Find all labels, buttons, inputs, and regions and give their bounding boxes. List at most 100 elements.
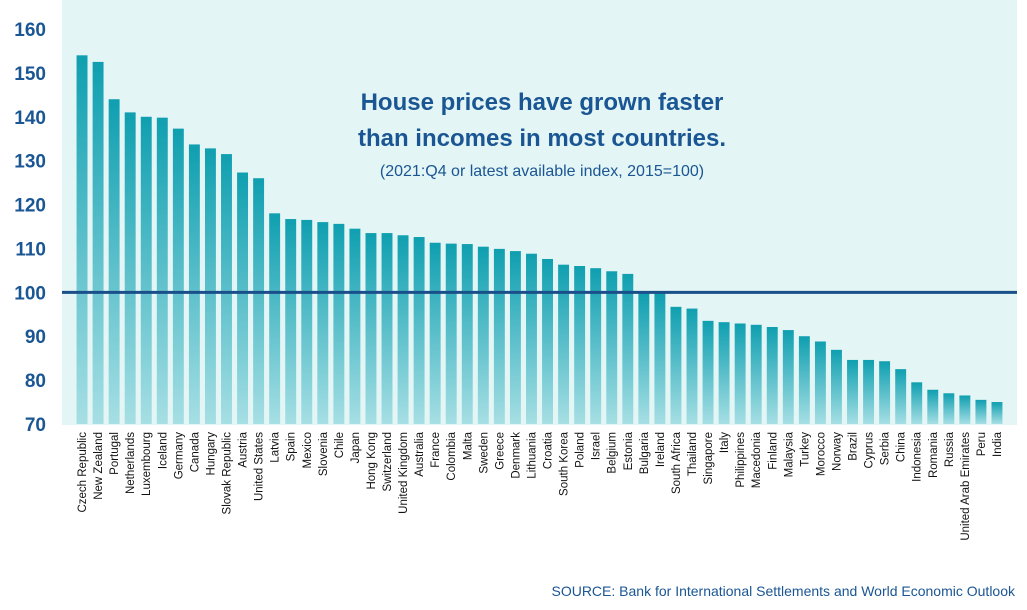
x-tick-label: Norway — [831, 432, 843, 471]
x-tick-label: India — [992, 431, 1004, 457]
bar-malta — [461, 244, 473, 424]
bar-colombia — [445, 243, 457, 424]
bar-series — [76, 55, 1003, 425]
bar-australia — [413, 237, 425, 424]
y-tick-label: 80 — [25, 371, 46, 392]
bar-lithuania — [526, 253, 537, 424]
bar-morocco — [814, 341, 826, 424]
x-tick-label: Turkey — [799, 432, 811, 467]
x-tick-label: Portugal — [109, 432, 121, 475]
x-tick-label: South Korea — [559, 431, 571, 496]
chart-title-line-2: than incomes in most countries. — [357, 125, 727, 152]
bar-poland — [574, 266, 586, 424]
y-tick-label: 160 — [14, 20, 46, 41]
source-note: SOURCE: Bank for International Settlemen… — [551, 583, 1015, 599]
x-tick-label: Luxembourg — [141, 432, 153, 496]
x-tick-label: Morocco — [815, 432, 827, 476]
bar-netherlands — [124, 112, 136, 424]
bar-romania — [927, 389, 939, 424]
x-tick-label: Indonesia — [912, 431, 924, 481]
x-tick-label: United States — [254, 432, 266, 501]
bar-norway — [831, 349, 842, 424]
x-tick-label: Canada — [189, 431, 201, 472]
x-tick-label: China — [896, 431, 908, 462]
bar-italy — [718, 322, 730, 424]
x-tick-label: France — [430, 432, 442, 468]
bar-thailand — [686, 308, 698, 424]
x-tick-label: Bulgaria — [639, 431, 651, 474]
bar-slovenia — [317, 222, 329, 424]
x-tick-label: Denmark — [510, 432, 522, 479]
y-tick-label: 70 — [25, 415, 46, 436]
x-tick-label: New Zealand — [93, 432, 105, 500]
bar-luxembourg — [140, 116, 152, 424]
bar-peru — [975, 399, 987, 424]
x-tick-label: Switzerland — [382, 432, 394, 491]
bar-austria — [237, 172, 249, 424]
bar-iceland — [156, 117, 168, 424]
x-tick-label: Brazil — [848, 432, 860, 461]
bar-greece — [493, 248, 505, 424]
y-tick-label: 120 — [14, 196, 46, 217]
x-tick-label: Israel — [591, 432, 603, 460]
bar-france — [429, 242, 441, 424]
x-tick-label: Japan — [350, 432, 362, 463]
bar-brazil — [847, 359, 858, 424]
x-tick-label: Croatia — [543, 431, 555, 469]
y-tick-label: 130 — [14, 152, 46, 173]
bar-mexico — [301, 219, 313, 424]
bar-finland — [766, 327, 778, 424]
bar-cyprus — [863, 359, 875, 424]
x-tick-label: Spain — [286, 432, 298, 461]
bar-russia — [943, 393, 955, 424]
bar-germany — [172, 128, 184, 424]
x-tick-label: Russia — [944, 431, 956, 467]
bar-belgium — [606, 271, 618, 424]
bar-indonesia — [911, 382, 923, 424]
x-tick-label: Latvia — [270, 431, 282, 462]
x-tick-label: Chile — [334, 432, 346, 458]
bar-south-africa — [670, 306, 682, 424]
bar-hong-kong — [365, 233, 377, 424]
bar-singapore — [702, 320, 714, 424]
x-tick-label: Slovenia — [318, 431, 330, 476]
x-tick-label: Malta — [462, 431, 474, 460]
x-tick-label: Hungary — [205, 432, 217, 476]
bar-united-kingdom — [397, 235, 409, 424]
bar-south-korea — [558, 264, 570, 424]
bar-switzerland — [381, 233, 393, 424]
x-tick-label: Thailand — [687, 432, 699, 476]
x-tick-label: Singapore — [703, 432, 715, 484]
x-tick-label: Peru — [976, 432, 988, 456]
bar-estonia — [622, 273, 634, 424]
bar-czech-republic — [76, 55, 88, 424]
x-tick-label: Serbia — [880, 431, 892, 465]
bar-sweden — [477, 246, 489, 424]
bar-philippines — [734, 323, 746, 424]
x-tick-label: Mexico — [302, 432, 314, 468]
bar-portugal — [108, 99, 120, 424]
x-tick-label: Iceland — [157, 432, 169, 469]
x-tick-label: Malaysia — [783, 431, 795, 477]
chart-title-line-1: House prices have grown faster — [360, 89, 724, 116]
x-tick-label: Italy — [719, 432, 731, 453]
y-tick-label: 110 — [15, 239, 46, 260]
bar-serbia — [879, 361, 891, 424]
x-tick-label: Poland — [575, 432, 587, 468]
bar-united-states — [253, 178, 265, 424]
bar-japan — [349, 228, 361, 424]
bar-chile — [333, 223, 345, 424]
x-tick-label: Colombia — [446, 431, 458, 480]
y-tick-label: 140 — [14, 108, 46, 129]
bar-malaysia — [782, 330, 794, 424]
x-tick-label: Australia — [414, 431, 426, 476]
x-tick-label: Estonia — [623, 431, 635, 470]
x-tick-label: Macedonia — [751, 431, 763, 488]
x-tick-label: Greece — [494, 432, 506, 470]
bar-china — [895, 369, 907, 424]
x-tick-label: Sweden — [478, 432, 490, 474]
bar-bulgaria — [638, 293, 650, 424]
bar-spain — [285, 219, 297, 424]
x-tick-label: Netherlands — [125, 432, 137, 494]
